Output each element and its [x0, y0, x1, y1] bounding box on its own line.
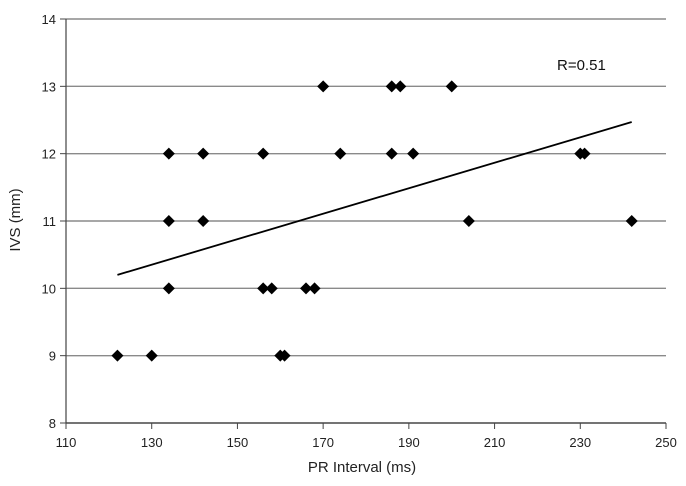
x-tick-label: 170: [312, 435, 334, 450]
axes-layer: 8 9 10 11 12 13 14 110 130 150 170 190 210 230 250: [42, 12, 677, 450]
x-tick-label: 110: [56, 435, 77, 450]
x-tick-label: 130: [141, 435, 163, 450]
y-tick-label: 14: [42, 12, 56, 27]
y-tick-label: 11: [43, 214, 57, 229]
y-tick-label: 13: [42, 79, 56, 94]
data-point: [334, 147, 347, 160]
y-tick-label: 9: [49, 349, 56, 364]
data-point: [257, 282, 270, 295]
correlation-annotation: R=0.51: [557, 57, 606, 74]
data-point: [145, 349, 158, 362]
data-point: [394, 80, 407, 93]
y-tick-label: 8: [49, 416, 56, 431]
y-tick-label: 12: [42, 147, 56, 162]
x-tick-label: 250: [655, 435, 677, 450]
trendline-layer: [117, 121, 632, 276]
data-point: [162, 215, 175, 227]
x-tick-label: 230: [569, 435, 591, 450]
data-point: [197, 147, 210, 160]
data-point: [308, 282, 321, 295]
points-layer: [111, 80, 638, 362]
data-point: [462, 215, 475, 227]
data-point: [111, 349, 124, 362]
trendline: [117, 121, 632, 276]
data-point: [257, 147, 270, 160]
data-point: [300, 282, 312, 295]
y-tick-label: 10: [42, 281, 56, 296]
data-point: [317, 80, 330, 93]
data-point: [162, 282, 175, 295]
data-point: [625, 215, 638, 227]
x-tick-label: 190: [398, 435, 420, 450]
data-point: [385, 80, 398, 93]
data-point: [278, 349, 291, 362]
x-axis-title: PR Interval (ms): [308, 459, 416, 476]
data-point: [162, 147, 175, 160]
grid-layer: [66, 18, 666, 424]
data-point: [265, 282, 278, 295]
data-point: [578, 147, 591, 160]
x-tick-label: 150: [227, 435, 249, 450]
data-point: [385, 147, 398, 160]
x-tick-label: 210: [484, 435, 506, 450]
data-point: [407, 147, 420, 160]
data-point: [445, 80, 458, 93]
data-point: [197, 215, 210, 227]
y-axis-title: IVS (mm): [7, 188, 24, 251]
